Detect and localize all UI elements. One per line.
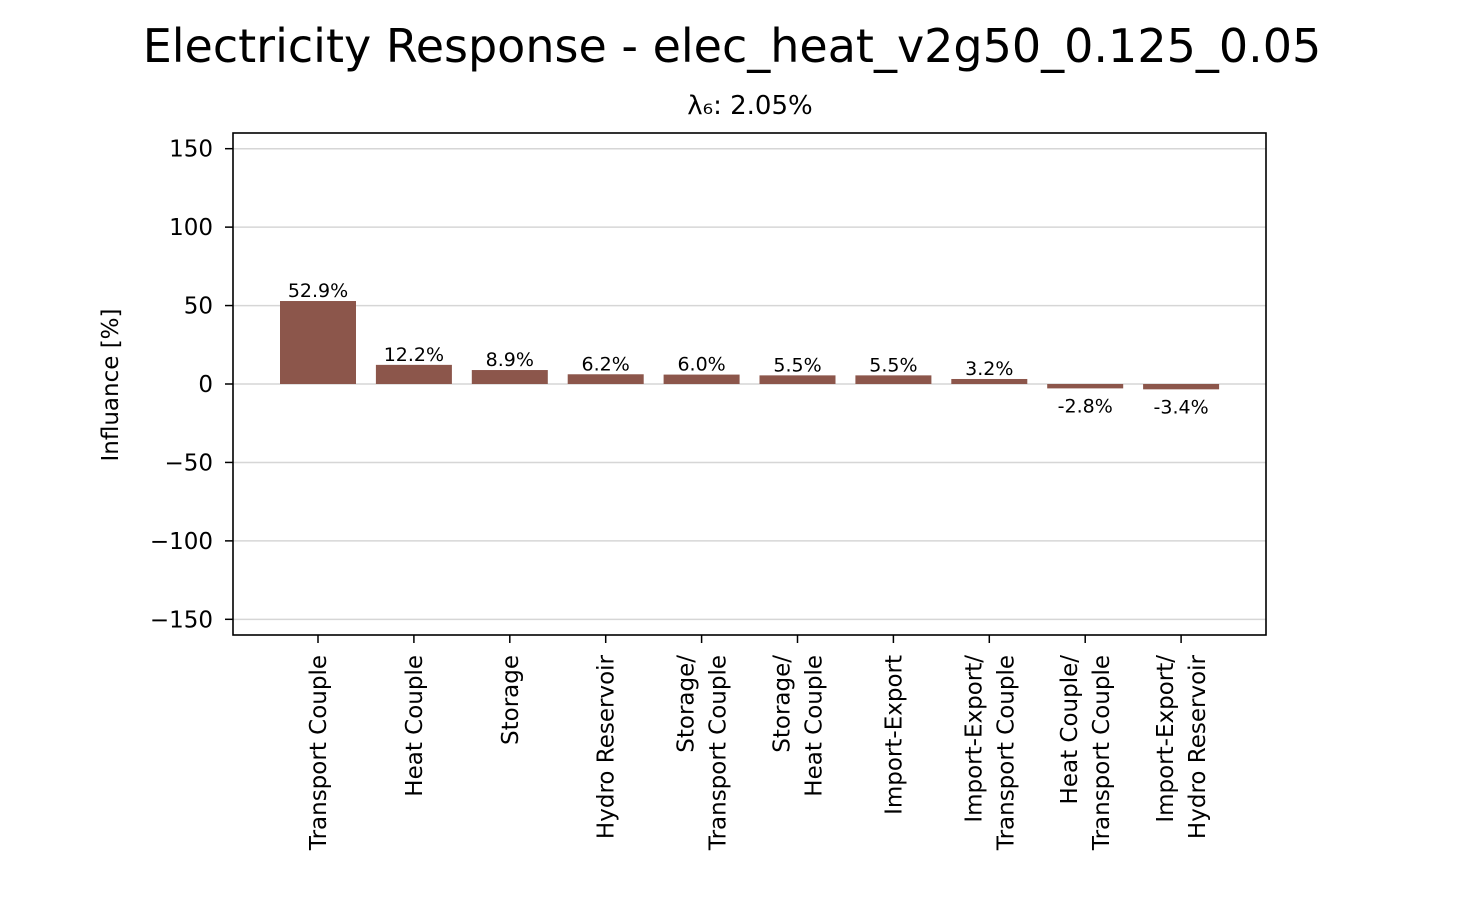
y-tick-label: 50 [184,294,213,320]
x-tick-label-line: Heat Couple/ [1057,655,1083,805]
y-tick-label: 100 [169,215,213,241]
chart-title: Electricity Response - elec_heat_v2g50_0… [143,19,1322,73]
y-tick-label: 0 [198,372,213,398]
x-tick-label-line: Import-Export/ [1153,655,1179,823]
data-label: 6.2% [582,353,630,375]
bar [1143,384,1220,390]
x-tick-label-line: Transport Couple [1089,655,1115,851]
x-tick-label-line: Heat Couple [402,655,428,797]
data-label: 8.9% [486,349,534,371]
chart-subtitle: λ₆: 2.05% [687,91,812,121]
x-tick-label-line: Heat Couple [802,655,828,797]
x-tick-label: Heat Couple/Transport Couple [1057,655,1115,851]
data-label: 6.0% [677,354,725,376]
data-label: 5.5% [773,354,821,376]
data-label: 3.2% [965,358,1013,380]
x-tick-label-line: Transport Couple [706,655,732,851]
bar [471,370,548,384]
x-tick-label: Import-Export/Hydro Reservoir [1153,654,1211,839]
data-label: 12.2% [384,344,444,366]
x-tick-label: Import-Export/Transport Couple [961,655,1019,851]
x-tick-label-line: Import-Export [881,655,907,815]
y-tick-label: 150 [169,137,213,163]
x-axis-ticks: Transport Couple Heat Couple Storage Hydro … [306,635,1211,851]
bar [1047,384,1124,389]
y-tick-label: −100 [150,529,213,555]
x-tick-label-line: Hydro Reservoir [594,654,620,839]
data-label: 52.9% [288,280,348,302]
bar [375,364,452,384]
x-tick-label-line: Import-Export/ [961,655,987,823]
y-tick-label: −50 [164,450,213,476]
y-tick-label: −150 [150,607,213,633]
y-axis-label: Influance [%] [98,308,124,461]
x-tick-label: Import-Export [881,655,907,815]
bar [567,374,644,384]
bar [855,375,932,384]
bar [951,378,1028,384]
x-tick-label: Heat Couple [402,655,428,797]
bar [663,374,740,384]
x-tick-label-line: Hydro Reservoir [1185,654,1211,839]
x-tick-label-line: Storage/ [674,655,700,753]
x-tick-label: Storage/Heat Couple [770,655,828,797]
data-labels: 52.9% 12.2% 8.9% 6.2% 6.0% 5.5% 5.5% 3.2% -2.8% -… [288,280,1209,418]
x-tick-label: Storage/Transport Couple [674,655,732,851]
x-tick-label-line: Transport Couple [993,655,1019,851]
data-label: -3.4% [1154,396,1209,418]
y-axis-ticks: 150 100 50 0 −50 −100 −150 [150,137,233,633]
data-label: 5.5% [869,354,917,376]
x-tick-label: Transport Couple [306,655,332,851]
bar [280,301,356,384]
x-tick-label-line: Storage [498,655,524,745]
x-tick-label-line: Storage/ [770,655,796,753]
x-tick-label: Storage [498,655,524,745]
data-label: -2.8% [1058,395,1113,417]
x-tick-label: Hydro Reservoir [594,654,620,839]
x-tick-label-line: Transport Couple [306,655,332,851]
bar [759,375,836,384]
bars [280,301,1220,390]
